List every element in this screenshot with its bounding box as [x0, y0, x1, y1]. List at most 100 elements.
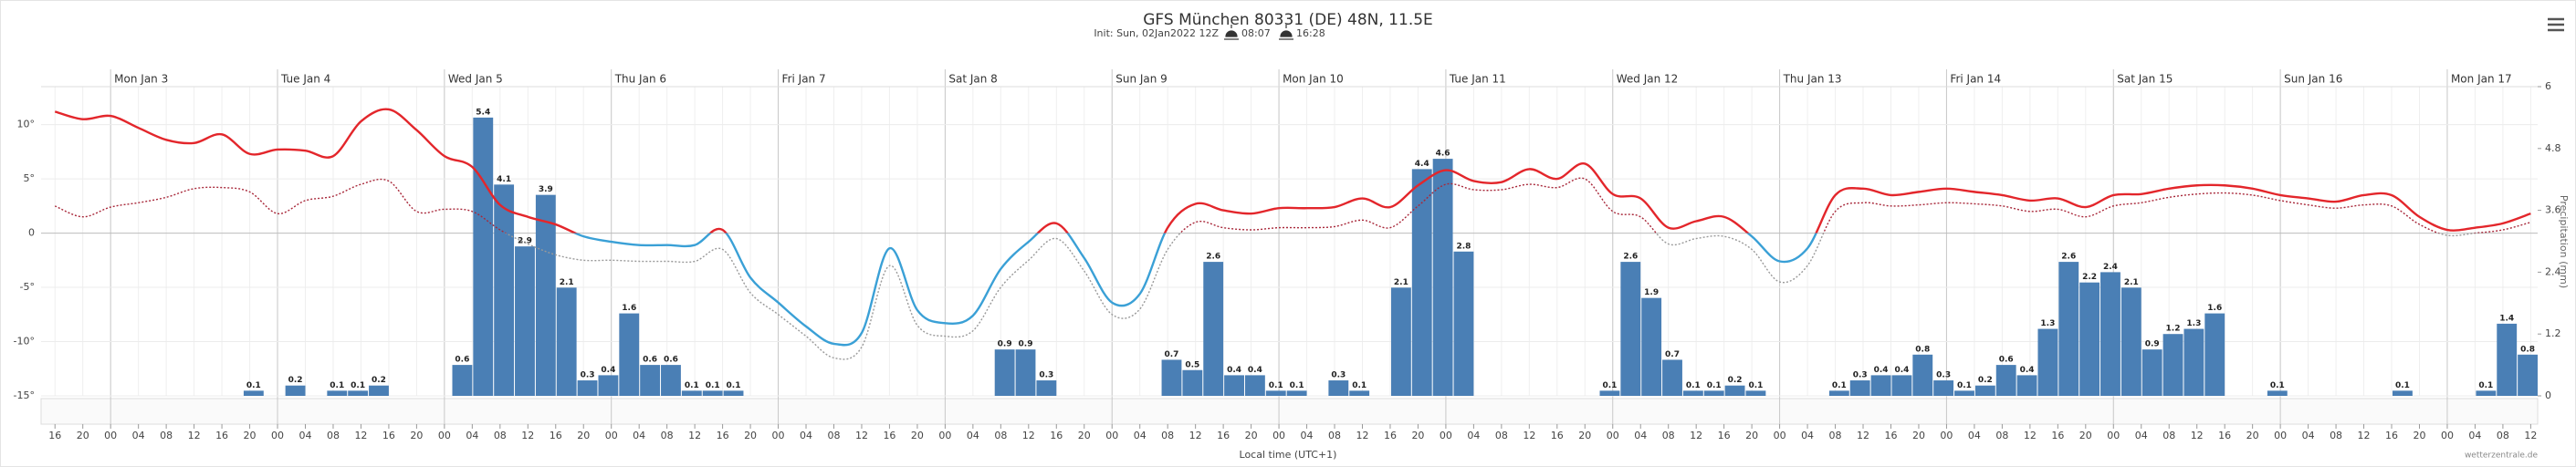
x-tick-label: 16: [2218, 430, 2231, 441]
precip-bar: [2016, 375, 2037, 396]
y2-tick-label: 4.8: [2545, 142, 2561, 154]
precip-label: 0.6: [455, 356, 469, 365]
x-tick-label: 04: [1968, 430, 1981, 441]
x-tick-label: 08: [1328, 430, 1341, 441]
x-tick-label: 20: [244, 430, 257, 441]
y-tick-label: -15°: [14, 389, 35, 401]
x-tick-label: 00: [772, 430, 785, 441]
precip-label: 0.3: [1331, 371, 1346, 380]
x-tick-label: 20: [2413, 430, 2425, 441]
x-tick-label: 08: [994, 430, 1007, 441]
precip-bar: [1641, 297, 1662, 396]
chart-title: GFS München 80331 (DE) 48N, 11.5E: [1143, 11, 1433, 29]
precip-bar: [2162, 334, 2183, 396]
x-tick-label: 00: [1607, 430, 1619, 441]
precip-bar: [1182, 369, 1203, 396]
x-tick-label: 08: [1495, 430, 1508, 441]
precip-label: 1.4: [2499, 314, 2514, 323]
dewpoint-line: [54, 177, 2531, 234]
precip-bar: [1265, 390, 1286, 396]
precip-bar: [1912, 354, 1933, 396]
precip-bar: [2120, 287, 2141, 396]
precip-bar: [369, 385, 389, 396]
x-tick-label: 04: [1134, 430, 1147, 441]
precip-bar: [1662, 359, 1682, 396]
precip-label: 1.2: [2166, 325, 2181, 334]
x-tick-label: 16: [1050, 430, 1063, 441]
x-tick-label: 00: [438, 430, 451, 441]
y-tick-label: 10°: [17, 119, 36, 130]
sunrise-icon: [1224, 25, 1239, 40]
x-tick-label: 00: [1105, 430, 1118, 441]
precip-label: 4.1: [497, 175, 511, 184]
precip-bar: [1453, 251, 1474, 396]
precip-bar: [1599, 390, 1620, 396]
precip-bar: [1620, 262, 1641, 396]
precip-bar: [556, 287, 577, 396]
precip-label: 0.1: [727, 381, 741, 390]
precip-bar: [598, 375, 619, 396]
x-tick-label: 16: [1884, 430, 1897, 441]
precip-bar: [1891, 375, 1912, 396]
day-label: Tue Jan 4: [280, 73, 330, 86]
y2-tick-label: 1.2: [2545, 327, 2561, 339]
x-tick-label: 00: [1940, 430, 1953, 441]
day-label: Sun Jan 9: [1115, 73, 1168, 86]
x-tick-label: 04: [132, 430, 145, 441]
precip-bar: [1036, 380, 1057, 396]
precip-label: 0.3: [581, 371, 595, 380]
x-tick-label: 20: [1745, 430, 1758, 441]
precip-label: 0.1: [1686, 381, 1701, 390]
precip-label: 0.6: [1999, 356, 2014, 365]
x-tick-label: 08: [2497, 430, 2509, 441]
precip-bar: [723, 390, 744, 396]
precip-label: 0.4: [601, 366, 615, 375]
x-tick-label: 04: [967, 430, 979, 441]
day-label: Sat Jan 8: [948, 73, 997, 86]
precip-bar: [515, 246, 535, 396]
precip-label: 0.1: [1602, 381, 1617, 390]
day-label: Wed Jan 5: [448, 73, 503, 86]
day-label: Fri Jan 7: [782, 73, 826, 86]
x-tick-label: 04: [2468, 430, 2481, 441]
precip-bar: [2079, 282, 2100, 396]
precip-bar: [1933, 380, 1954, 396]
menu-button[interactable]: [2548, 17, 2564, 32]
precip-label: 0.1: [685, 381, 699, 390]
precip-label: 2.6: [1206, 253, 1220, 262]
x-tick-label: 00: [271, 430, 284, 441]
x-axis-label: Local time (UTC+1): [1240, 449, 1337, 461]
precip-label: 0.1: [2478, 381, 2493, 390]
precip-bar: [452, 365, 473, 396]
x-tick-label: 12: [855, 430, 868, 441]
precip-bar: [2037, 328, 2058, 396]
day-label: Mon Jan 17: [2451, 73, 2512, 86]
precip-label: 0.1: [1748, 381, 1763, 390]
precip-bar: [2518, 354, 2538, 396]
x-tick-label: 16: [215, 430, 228, 441]
day-label: Wed Jan 12: [1617, 73, 1679, 86]
x-tick-label: 08: [1995, 430, 2008, 441]
precip-label: 0.1: [706, 381, 720, 390]
precip-bar: [1224, 375, 1244, 396]
chart-subtitle: Init: Sun, 02Jan2022 12Z: [1094, 27, 1219, 39]
precip-bar: [1244, 375, 1265, 396]
precip-label: 0.9: [998, 340, 1012, 349]
x-tick-label: 20: [2246, 430, 2259, 441]
x-tick-label: 12: [1690, 430, 1702, 441]
precip-bar: [994, 349, 1015, 396]
day-label: Sun Jan 16: [2284, 73, 2342, 86]
day-label: Fri Jan 14: [1950, 73, 2001, 86]
x-tick-label: 20: [577, 430, 590, 441]
precip-label: 0.2: [1728, 376, 1743, 385]
precip-bar: [1203, 262, 1224, 396]
precip-label: 2.4: [2103, 263, 2118, 272]
precip-label: 1.3: [2040, 319, 2055, 328]
temperature-line: [54, 108, 2531, 234]
precip-bar: [1015, 349, 1036, 396]
day-label: Mon Jan 3: [114, 73, 168, 86]
x-tick-label: 12: [1356, 430, 1368, 441]
x-tick-label: 00: [2107, 430, 2120, 441]
precip-bar: [1703, 390, 1724, 396]
x-tick-label: 16: [883, 430, 895, 441]
